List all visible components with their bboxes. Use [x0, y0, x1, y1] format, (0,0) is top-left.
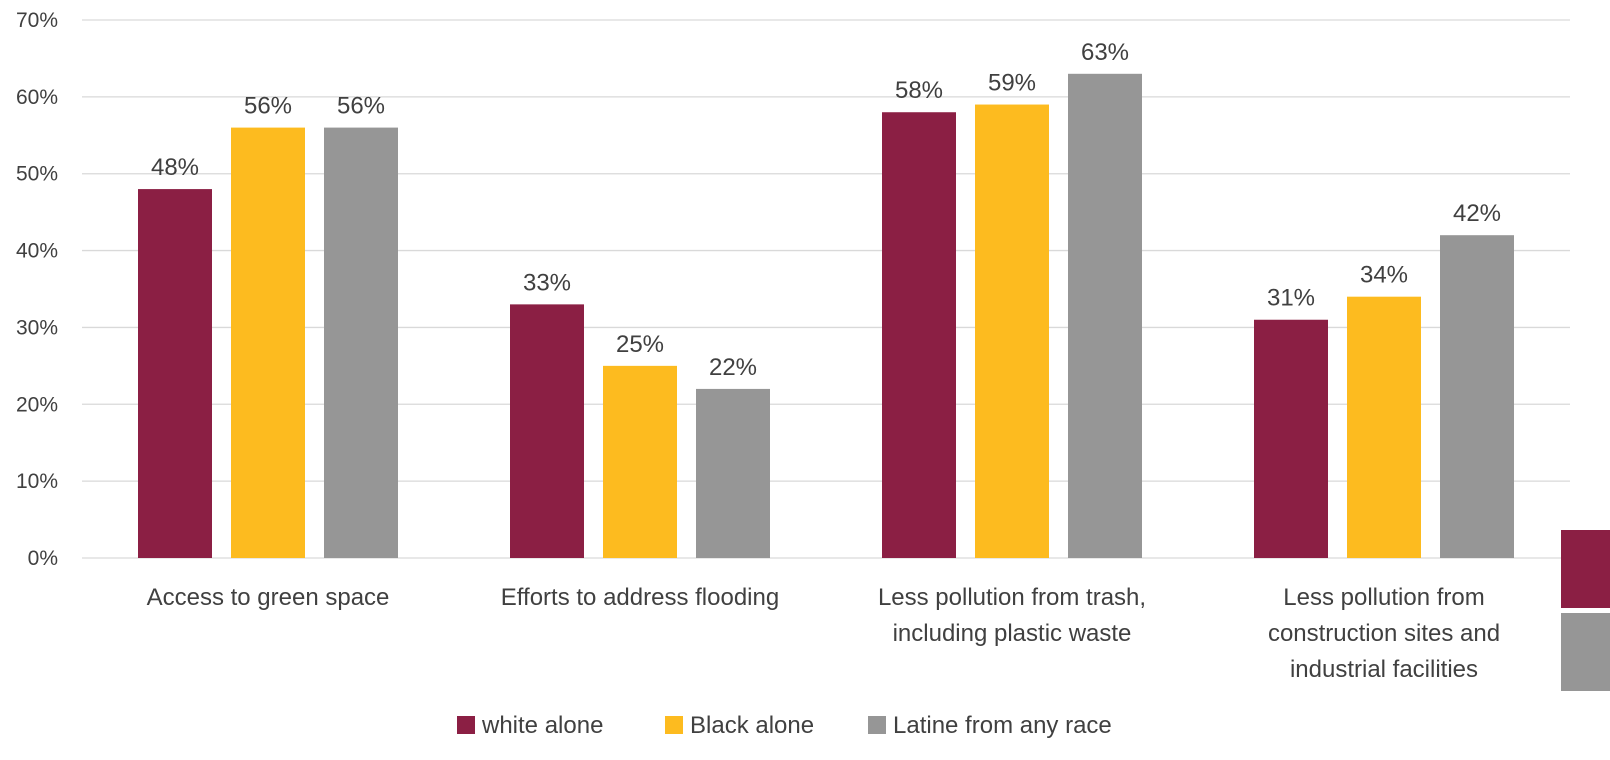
legend-label: white alone	[481, 712, 603, 739]
data-label: 33%	[523, 269, 571, 296]
data-label: 58%	[895, 77, 943, 104]
y-tick-label: 0%	[28, 547, 58, 570]
data-label: 59%	[988, 70, 1036, 97]
legend-label: Black alone	[690, 712, 814, 739]
y-axis-tick-labels: 0% 10% 20% 30% 40% 50% 60% 70%	[16, 9, 58, 570]
data-label: 56%	[244, 93, 292, 120]
x-category-label: construction sites and	[1268, 620, 1500, 647]
x-category-label: Less pollution from trash,	[878, 584, 1146, 611]
bar	[696, 388, 770, 558]
x-category-label: Efforts to address flooding	[501, 584, 779, 611]
y-tick-label: 70%	[16, 9, 58, 32]
bar	[138, 189, 212, 559]
y-tick-label: 10%	[16, 470, 58, 493]
bar	[510, 304, 584, 558]
bar	[882, 112, 956, 558]
data-label: 31%	[1267, 285, 1315, 312]
x-category-label: industrial facilities	[1290, 656, 1478, 683]
y-tick-label: 60%	[16, 86, 58, 109]
bars	[138, 73, 1514, 559]
data-label: 42%	[1453, 200, 1501, 227]
bar	[324, 127, 398, 558]
edge-legend-swatches	[1561, 530, 1610, 691]
bar	[1440, 235, 1514, 558]
data-label: 48%	[151, 154, 199, 181]
y-tick-label: 40%	[16, 240, 58, 263]
gridlines	[82, 19, 1570, 559]
y-tick-label: 20%	[16, 393, 58, 416]
edge-swatch	[1561, 613, 1610, 691]
data-label: 22%	[709, 354, 757, 381]
legend-swatch	[868, 716, 886, 734]
x-category-label: Less pollution from	[1283, 584, 1484, 611]
data-label: 34%	[1360, 262, 1408, 289]
legend-swatch	[457, 716, 475, 734]
bar	[975, 104, 1049, 559]
data-labels: 48% 56% 56% 33% 25% 22% 58% 59% 63% 31% 34% 42%	[151, 39, 1501, 381]
legend-label: Latine from any race	[893, 712, 1112, 739]
bar	[1254, 319, 1328, 558]
legend-swatch	[665, 716, 683, 734]
legend: white alone Black alone Latine from any ra…	[457, 712, 1112, 739]
y-tick-label: 50%	[16, 163, 58, 186]
y-tick-label: 30%	[16, 316, 58, 339]
edge-swatch	[1561, 530, 1610, 608]
bar	[231, 127, 305, 558]
bar	[603, 365, 677, 558]
data-label: 25%	[616, 331, 664, 358]
x-category-label: including plastic waste	[893, 620, 1132, 647]
bar	[1068, 73, 1142, 559]
x-axis-category-labels: Access to green space Efforts to address …	[147, 584, 1500, 683]
data-label: 63%	[1081, 39, 1129, 66]
data-label: 56%	[337, 93, 385, 120]
bar	[1347, 296, 1421, 558]
x-category-label: Access to green space	[147, 584, 390, 611]
